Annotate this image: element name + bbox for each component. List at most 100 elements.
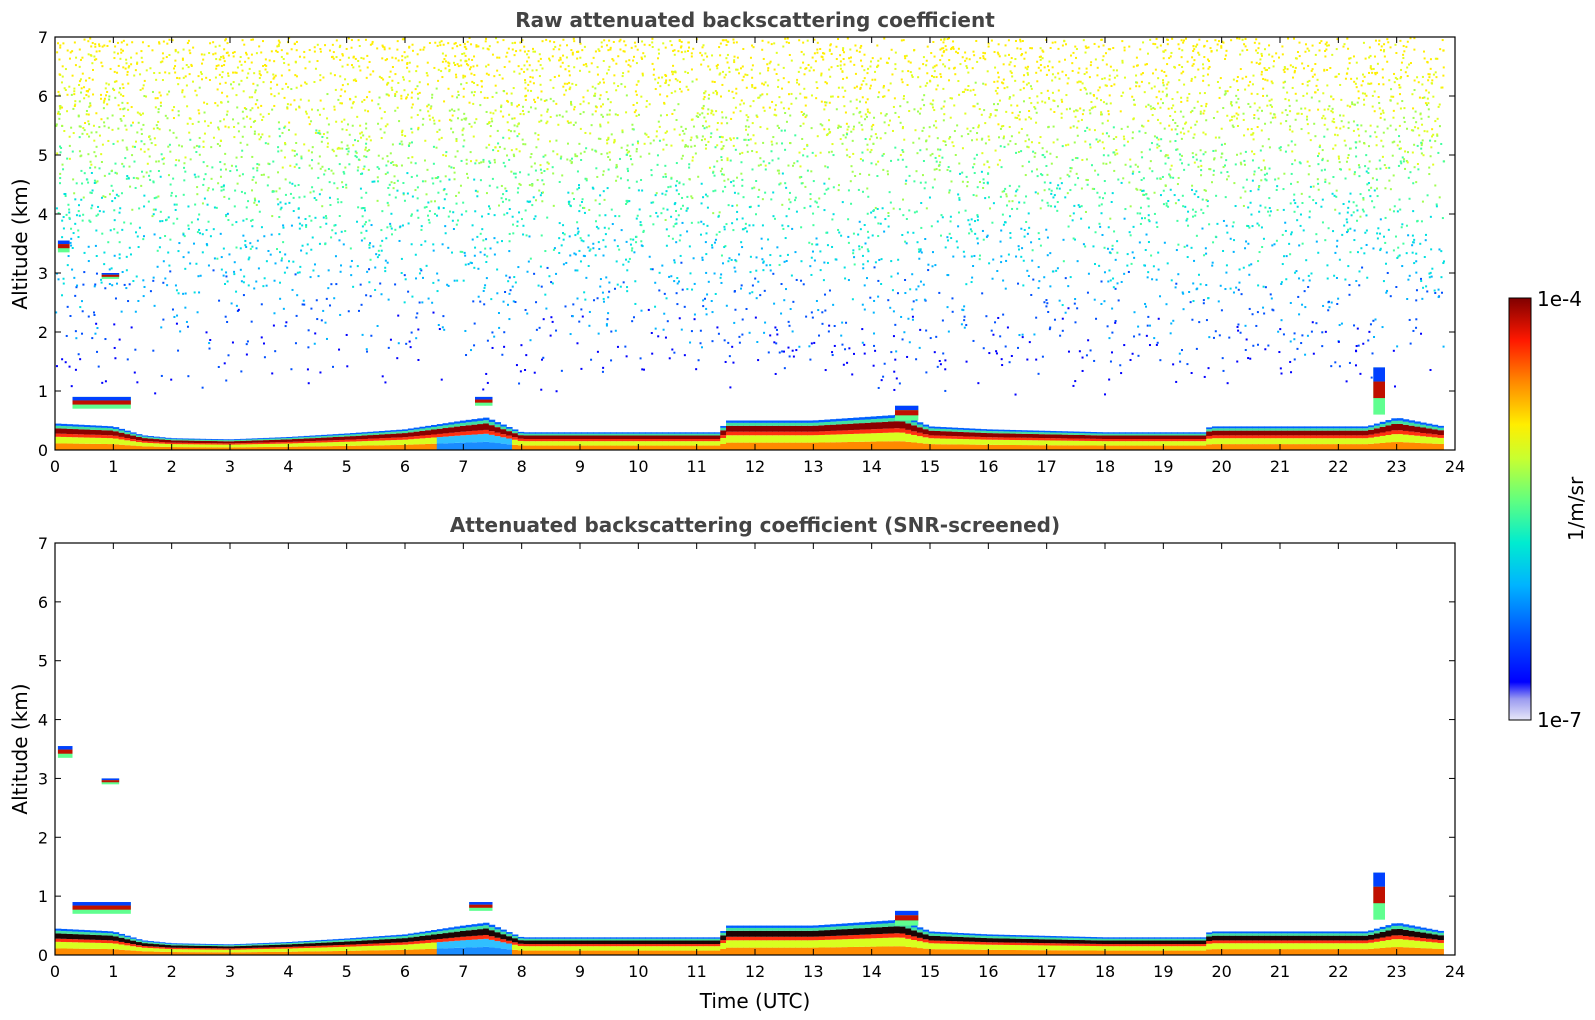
noise-point bbox=[1334, 251, 1337, 254]
noise-point bbox=[851, 298, 854, 301]
noise-point bbox=[1358, 140, 1361, 143]
noise-point bbox=[1028, 97, 1031, 100]
noise-point bbox=[939, 363, 942, 366]
noise-point bbox=[303, 143, 306, 146]
noise-point bbox=[809, 205, 812, 208]
noise-point bbox=[712, 212, 715, 215]
noise-point bbox=[407, 222, 410, 225]
noise-point bbox=[182, 48, 185, 51]
noise-point bbox=[120, 310, 123, 313]
noise-point bbox=[650, 332, 653, 335]
noise-point bbox=[346, 144, 349, 147]
noise-point bbox=[1186, 363, 1189, 366]
noise-point bbox=[524, 209, 527, 212]
noise-point bbox=[298, 196, 301, 199]
noise-point bbox=[596, 175, 599, 178]
noise-point bbox=[254, 89, 257, 92]
noise-point bbox=[589, 248, 592, 251]
noise-point bbox=[749, 56, 752, 59]
noise-point bbox=[169, 150, 172, 153]
noise-point bbox=[1380, 45, 1383, 48]
noise-point bbox=[431, 301, 434, 304]
noise-point bbox=[1046, 173, 1049, 176]
noise-point bbox=[491, 346, 494, 349]
noise-point bbox=[410, 96, 413, 99]
noise-point bbox=[357, 166, 360, 169]
noise-point bbox=[695, 115, 698, 118]
noise-point bbox=[871, 57, 874, 60]
noise-point bbox=[264, 142, 267, 145]
noise-point bbox=[839, 138, 842, 141]
noise-point bbox=[1230, 104, 1233, 107]
noise-point bbox=[1428, 73, 1431, 76]
noise-point bbox=[1293, 358, 1296, 361]
noise-point bbox=[1187, 210, 1190, 213]
noise-point bbox=[1385, 291, 1388, 294]
noise-point bbox=[1067, 285, 1070, 288]
noise-point bbox=[175, 289, 178, 292]
noise-point bbox=[946, 168, 949, 171]
noise-point bbox=[136, 381, 139, 384]
noise-point bbox=[748, 331, 751, 334]
noise-point bbox=[697, 115, 700, 118]
noise-point bbox=[71, 74, 74, 77]
noise-point bbox=[511, 48, 514, 51]
noise-point bbox=[906, 355, 909, 358]
noise-point bbox=[674, 202, 677, 205]
noise-point bbox=[1400, 75, 1403, 78]
noise-point bbox=[1218, 96, 1221, 99]
noise-point bbox=[853, 263, 856, 266]
noise-point bbox=[381, 157, 384, 160]
noise-point bbox=[671, 348, 674, 351]
noise-point bbox=[1237, 113, 1240, 116]
noise-point bbox=[778, 351, 781, 354]
noise-point bbox=[1205, 105, 1208, 108]
noise-point bbox=[491, 177, 494, 180]
noise-point bbox=[1436, 57, 1439, 60]
noise-point bbox=[903, 95, 906, 98]
noise-point bbox=[151, 90, 154, 93]
noise-point bbox=[247, 284, 250, 287]
noise-point bbox=[251, 96, 254, 99]
noise-point bbox=[610, 330, 613, 333]
noise-point bbox=[576, 297, 579, 300]
noise-point bbox=[1166, 38, 1169, 41]
noise-point bbox=[1046, 89, 1049, 92]
noise-point bbox=[383, 131, 386, 134]
noise-point bbox=[667, 84, 670, 87]
noise-point bbox=[887, 124, 890, 127]
noise-point bbox=[152, 276, 155, 279]
noise-point bbox=[225, 214, 228, 217]
noise-point bbox=[1403, 50, 1406, 53]
noise-point bbox=[1365, 229, 1368, 232]
noise-point bbox=[155, 124, 158, 127]
noise-point bbox=[957, 193, 960, 196]
noise-point bbox=[1110, 84, 1113, 87]
noise-point bbox=[1198, 321, 1201, 324]
noise-point bbox=[231, 87, 234, 90]
noise-point bbox=[1350, 77, 1353, 80]
noise-point bbox=[1416, 76, 1419, 79]
noise-point bbox=[391, 79, 394, 82]
noise-point bbox=[826, 166, 829, 169]
noise-point bbox=[1355, 61, 1358, 64]
noise-point bbox=[599, 194, 602, 197]
noise-point bbox=[1187, 163, 1190, 166]
noise-point bbox=[582, 63, 585, 66]
noise-point bbox=[1111, 244, 1114, 247]
noise-point bbox=[1039, 55, 1042, 58]
noise-point bbox=[540, 285, 543, 288]
noise-point bbox=[1064, 277, 1067, 280]
noise-point bbox=[376, 176, 379, 179]
noise-point bbox=[1155, 221, 1158, 224]
noise-point bbox=[913, 180, 916, 183]
noise-point bbox=[174, 71, 177, 74]
noise-point bbox=[491, 95, 494, 98]
noise-point bbox=[605, 44, 608, 47]
noise-point bbox=[1138, 85, 1141, 88]
noise-point bbox=[1164, 184, 1167, 187]
noise-point bbox=[732, 41, 735, 44]
noise-point bbox=[619, 48, 622, 51]
noise-point bbox=[1207, 67, 1210, 70]
noise-point bbox=[549, 40, 552, 43]
